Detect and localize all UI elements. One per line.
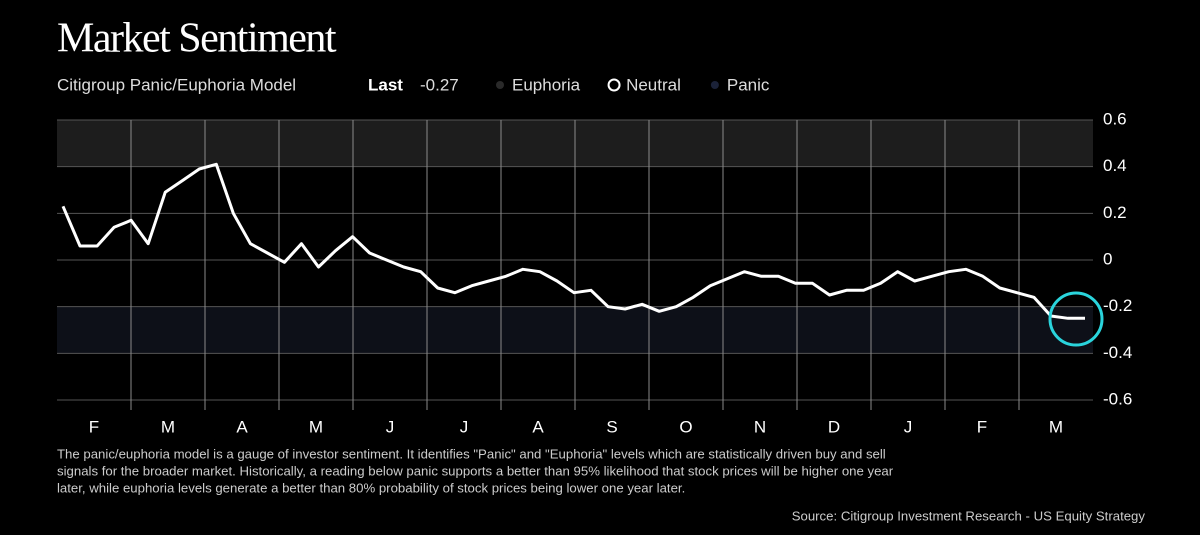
x-tick-label: F [977, 417, 987, 436]
x-tick-label: N [754, 417, 766, 436]
legend-marker [496, 81, 504, 89]
footnote-line: signals for the broader market. Historic… [57, 463, 894, 478]
x-tick-label: A [236, 417, 248, 436]
source: Source: Citigroup Investment Research - … [792, 508, 1146, 523]
legend-marker [710, 81, 719, 89]
x-tick-label: M [309, 417, 323, 436]
x-tick-label: J [386, 417, 395, 436]
y-tick-label: 0.2 [1103, 203, 1127, 222]
chart-title: Market Sentiment [57, 16, 337, 62]
legend-label: Euphoria [512, 75, 581, 94]
x-tick-label: S [606, 417, 617, 436]
y-tick-label: 0.6 [1103, 109, 1127, 128]
y-tick-label: 0 [1103, 249, 1112, 268]
line [61, 162, 1085, 320]
legend-marker [607, 78, 621, 92]
plot-area: 0.6 0.4 0.2 0 -0.2 -0.4 -0.6 F M A M J J A S O N D J F M [57, 109, 1132, 436]
chart-subtitle: Citigroup Panic/Euphoria Model [57, 75, 296, 94]
y-tick-label: -0.4 [1103, 343, 1132, 362]
legend-label: Neutral [626, 75, 681, 94]
legend-label: Panic [727, 75, 770, 94]
y-tick-label: -0.6 [1103, 389, 1132, 408]
x-tick-label: J [460, 417, 469, 436]
x-tick-label: A [532, 417, 544, 436]
y-tick-label: -0.2 [1103, 296, 1132, 315]
footnote-line: later, while euphoria levels generate a … [57, 480, 685, 495]
highlight-circle [1048, 291, 1104, 347]
x-tick-label: J [904, 417, 913, 436]
x-tick-label: F [89, 417, 99, 436]
x-tick-label: D [828, 417, 840, 436]
last-label: Last [368, 75, 403, 94]
x-tick-label: O [679, 417, 692, 436]
x-tick-label: M [1049, 417, 1063, 436]
last-value: -0.27 [420, 75, 459, 94]
y-tick-label: 0.4 [1103, 156, 1127, 175]
x-tick-label: M [161, 417, 175, 436]
footnote-line: The panic/euphoria model is a gauge of i… [57, 446, 886, 461]
